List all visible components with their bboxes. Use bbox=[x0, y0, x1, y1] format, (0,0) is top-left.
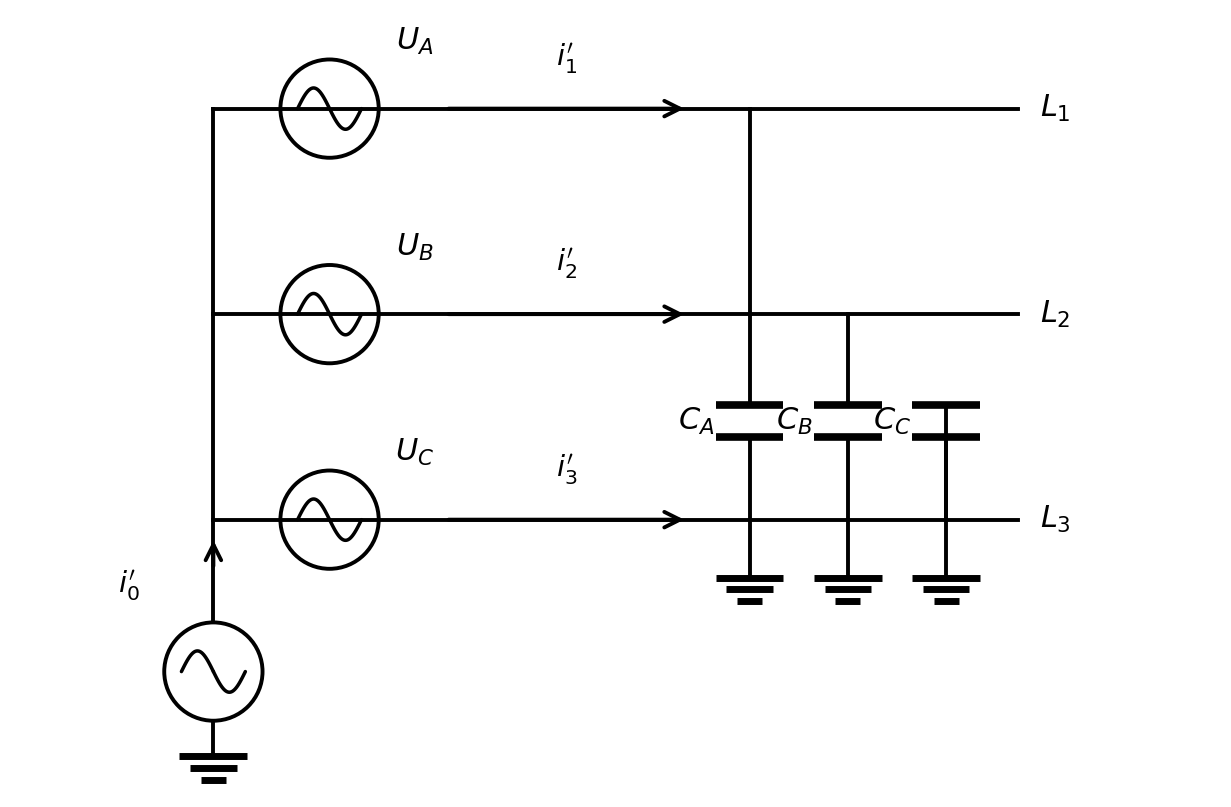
Text: $C_C$: $C_C$ bbox=[874, 406, 912, 437]
Text: $L_2$: $L_2$ bbox=[1040, 299, 1071, 330]
Text: $U_A$: $U_A$ bbox=[395, 26, 433, 57]
Text: $i_3'$: $i_3'$ bbox=[555, 453, 577, 488]
Text: $i_0'$: $i_0'$ bbox=[118, 569, 139, 604]
Text: $C_A$: $C_A$ bbox=[678, 406, 714, 437]
Text: $U_C$: $U_C$ bbox=[395, 437, 435, 468]
Text: $L_3$: $L_3$ bbox=[1040, 504, 1071, 535]
Text: $i_1'$: $i_1'$ bbox=[556, 42, 577, 77]
Text: $i_2'$: $i_2'$ bbox=[556, 248, 577, 282]
Text: $C_B$: $C_B$ bbox=[776, 406, 812, 437]
Text: $U_B$: $U_B$ bbox=[395, 232, 433, 262]
Text: $L_1$: $L_1$ bbox=[1040, 93, 1071, 124]
